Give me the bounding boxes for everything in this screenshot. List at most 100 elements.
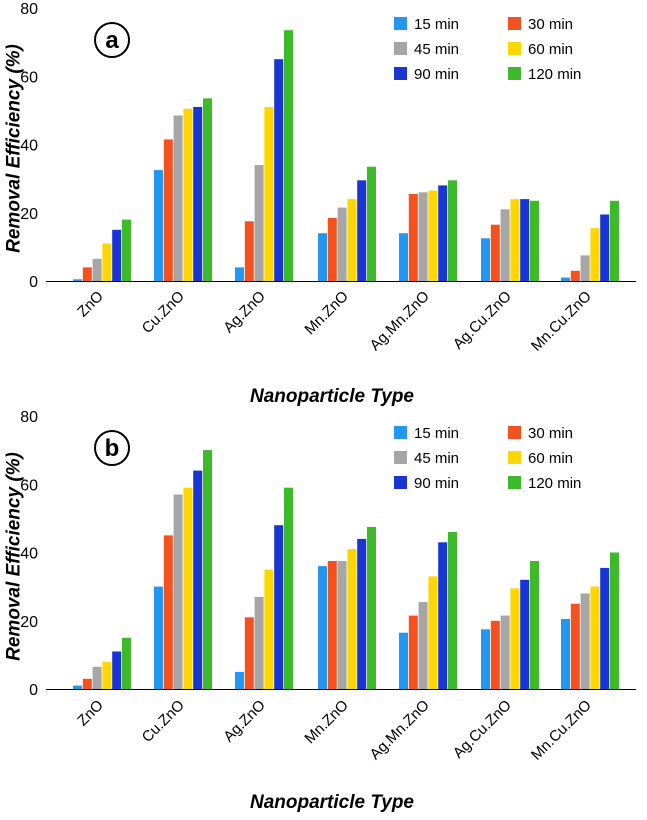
bar-Mn.ZnO-120min (367, 526, 376, 689)
bar-Ag.ZnO-30min (244, 221, 254, 281)
bar-Ag.Mn.ZnO-30min (408, 615, 418, 689)
bar-Ag.Mn.ZnO-60min (428, 576, 438, 689)
legend-label: 60 min (528, 450, 573, 467)
x-tick-label: Ag.Cu.ZnO (450, 697, 515, 762)
x-tick-label: Ag.Cu.ZnO (450, 288, 515, 353)
bar-ZnO-45min (92, 666, 102, 689)
legend-swatch (394, 42, 407, 55)
y-tick-label: 0 (29, 682, 38, 699)
bar-Mn.Cu.ZnO-30min (570, 603, 580, 689)
legend-swatch (508, 476, 521, 489)
bar-Cu.ZnO-90min (193, 107, 203, 281)
x-tick-label: ZnO (74, 697, 107, 730)
bar-Cu.ZnO-15min (154, 586, 163, 689)
bar-Ag.Mn.ZnO-15min (399, 632, 408, 689)
panel-label-circle (94, 430, 130, 466)
bar-Ag.Cu.ZnO-30min (490, 224, 500, 281)
bar-ZnO-60min (102, 243, 112, 281)
x-tick-label: Ag.Mn.ZnO (367, 697, 433, 763)
x-tick-label: ZnO (74, 288, 107, 321)
bar-ZnO-15min (73, 685, 82, 689)
bar-Mn.Cu.ZnO-45min (580, 255, 590, 281)
bar-Ag.Cu.ZnO-120min (530, 561, 539, 689)
bar-Mn.Cu.ZnO-120min (610, 200, 619, 281)
bar-Ag.ZnO-15min (235, 671, 244, 689)
bar-Mn.ZnO-60min (347, 549, 357, 689)
x-tick-label: Mn.Cu.ZnO (528, 697, 595, 764)
bar-Mn.Cu.ZnO-30min (570, 270, 580, 281)
y-tick-label: 40 (20, 546, 38, 563)
bar-Mn.Cu.ZnO-120min (610, 552, 619, 689)
bar-Cu.ZnO-60min (183, 108, 193, 281)
bar-Ag.Mn.ZnO-45min (418, 192, 428, 281)
bar-Mn.Cu.ZnO-60min (590, 228, 600, 281)
bar-Cu.ZnO-60min (183, 487, 193, 689)
y-tick-label: 20 (20, 206, 38, 223)
legend-label: 30 min (528, 425, 573, 442)
legend-label: 90 min (414, 475, 459, 492)
x-axis-title: Nanoparticle Type (250, 792, 414, 813)
bar-Ag.ZnO-45min (254, 165, 264, 281)
panel-label-circle (94, 22, 130, 58)
x-tick-label: Ag.Mn.ZnO (367, 288, 433, 354)
x-tick-label: Mn.Cu.ZnO (528, 288, 595, 355)
bar-ZnO-45min (92, 258, 102, 281)
bar-Mn.Cu.ZnO-90min (600, 567, 610, 689)
bar-ZnO-120min (122, 637, 131, 689)
bar-Ag.ZnO-90min (274, 59, 284, 282)
bar-Cu.ZnO-45min (173, 494, 183, 689)
legend-label: 15 min (414, 16, 459, 33)
bar-Ag.Cu.ZnO-15min (481, 629, 490, 689)
bar-Ag.Mn.ZnO-45min (418, 602, 428, 689)
bar-Ag.ZnO-120min (284, 30, 293, 282)
bar-Mn.ZnO-30min (327, 561, 337, 689)
panel-label: b (105, 435, 120, 462)
bar-Cu.ZnO-90min (193, 470, 203, 689)
bar-ZnO-120min (122, 219, 131, 281)
bar-Ag.Cu.ZnO-60min (510, 588, 520, 689)
legend-swatch (394, 476, 407, 489)
x-tick-label: Ag.ZnO (220, 288, 269, 337)
bar-Ag.Cu.ZnO-90min (520, 199, 530, 281)
bar-Ag.ZnO-90min (274, 525, 284, 689)
bar-Mn.Cu.ZnO-15min (561, 619, 570, 689)
legend-label: 45 min (414, 41, 459, 58)
bar-Cu.ZnO-45min (173, 115, 183, 281)
chart-panel-a: 0 20 40 60 80 ZnO Cu.ZnO Ag.ZnO Mn.ZnO Ag.Mn.ZnO A… (4, 1, 636, 407)
bar-Ag.ZnO-60min (264, 569, 274, 689)
bar-Ag.ZnO-15min (235, 267, 244, 281)
bar-Ag.Cu.ZnO-90min (520, 579, 530, 689)
x-tick-label: Ag.ZnO (220, 697, 269, 746)
bar-Ag.ZnO-45min (254, 596, 264, 689)
bar-Ag.Mn.ZnO-120min (448, 180, 457, 281)
legend-swatch (508, 67, 521, 80)
x-tick-label: Mn.ZnO (301, 697, 351, 747)
y-tick-label: 60 (20, 477, 38, 494)
legend-swatch (508, 451, 521, 464)
chart-panel-b: 0 20 40 60 80 ZnO Cu.ZnO Ag.ZnO Mn.ZnO Ag.Mn.ZnO A… (4, 409, 636, 813)
y-axis-title: Removal Efficiency (%) (4, 44, 25, 253)
bar-Mn.ZnO-90min (357, 538, 367, 689)
bar-Ag.Mn.ZnO-15min (399, 233, 408, 281)
legend-swatch (394, 426, 407, 439)
bar-Ag.Cu.ZnO-45min (500, 615, 510, 689)
bar-ZnO-60min (102, 661, 112, 689)
legend-label: 15 min (414, 425, 459, 442)
bar-Ag.Cu.ZnO-120min (530, 200, 539, 281)
bar-Mn.ZnO-30min (327, 217, 337, 281)
bar-ZnO-90min (112, 229, 122, 281)
bar-Mn.ZnO-45min (337, 207, 347, 281)
bar-ZnO-30min (82, 678, 92, 689)
x-tick-label: Cu.ZnO (139, 288, 188, 337)
bar-Ag.ZnO-60min (264, 107, 274, 281)
legend-label: 60 min (528, 41, 573, 58)
legend-swatch (508, 42, 521, 55)
bar-Mn.ZnO-15min (318, 233, 327, 281)
x-tick-label: Cu.ZnO (139, 697, 188, 746)
y-tick-label: 80 (20, 1, 38, 18)
bar-Mn.Cu.ZnO-90min (600, 214, 610, 281)
bar-Cu.ZnO-30min (163, 139, 173, 281)
bar-Cu.ZnO-15min (154, 170, 163, 281)
bar-Mn.Cu.ZnO-60min (590, 586, 600, 689)
